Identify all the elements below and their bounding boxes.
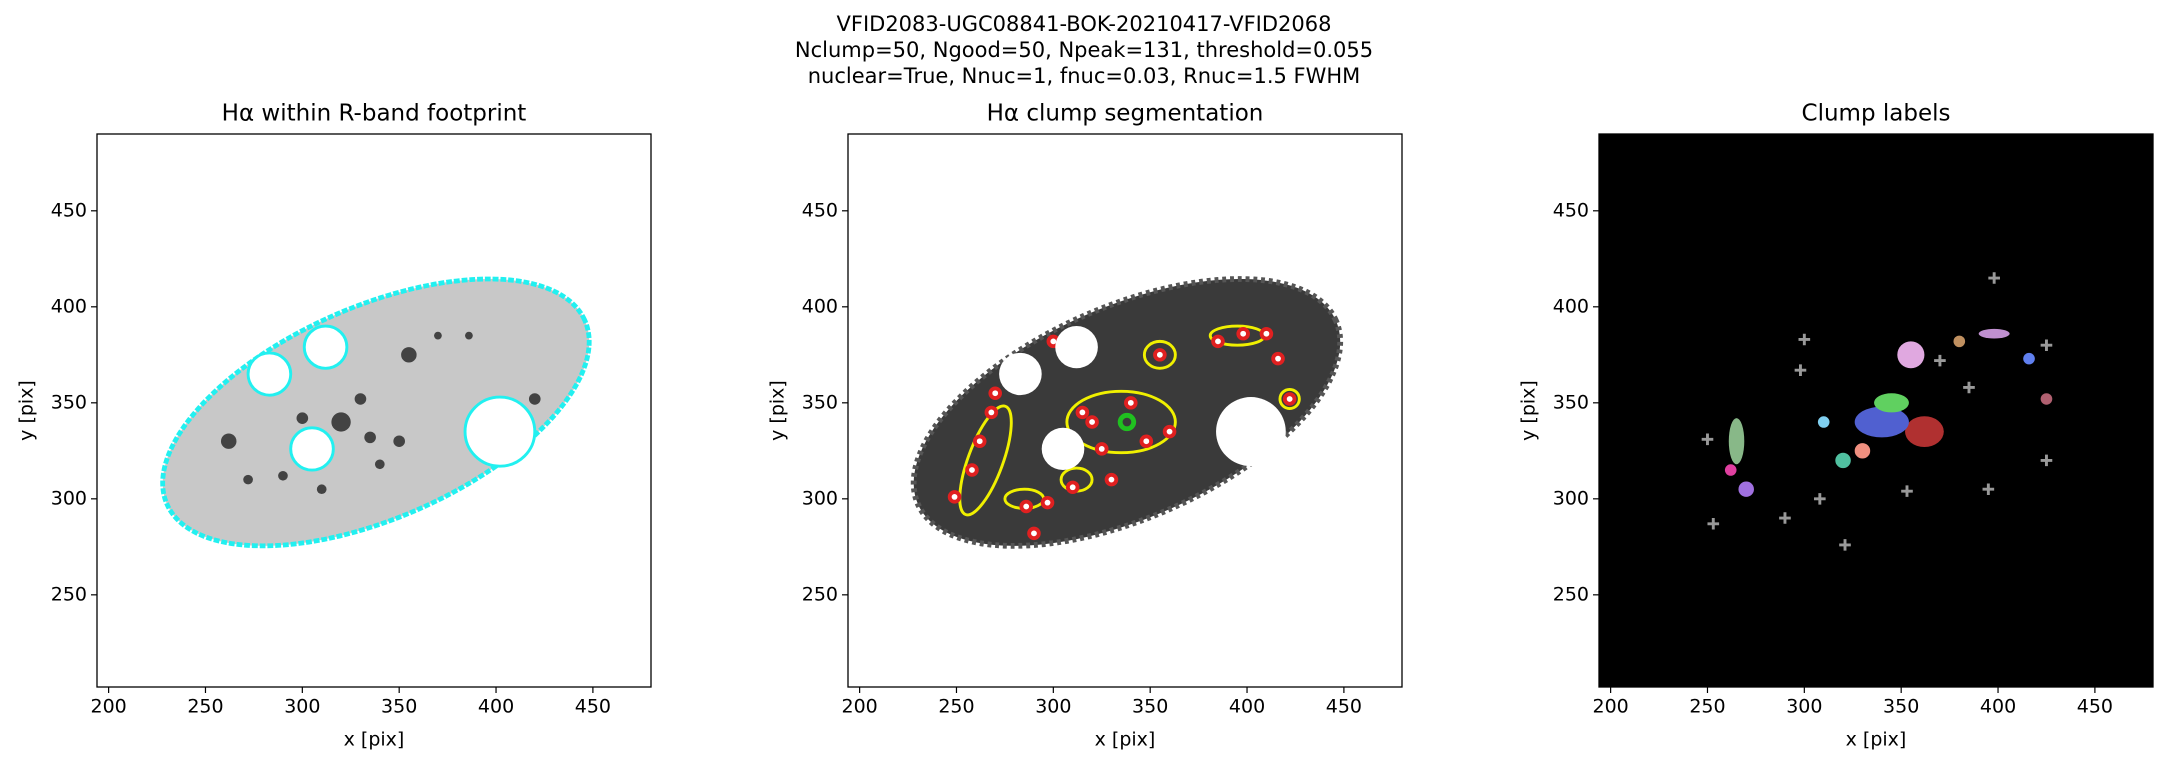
labels-image [1701, 272, 2053, 551]
x-tick-label: 400 [1980, 696, 2016, 718]
x-tick-label: 400 [478, 696, 514, 718]
x-tick-label: 350 [1883, 696, 1919, 718]
x-tick-label: 200 [1592, 696, 1628, 718]
y-tick-label: 450 [1553, 199, 1589, 221]
x-tick-label: 450 [1326, 696, 1362, 718]
axes-title: Hα clump segmentation [987, 101, 1264, 127]
x-tick-label: 350 [1132, 696, 1168, 718]
x-tick-label: 400 [1229, 696, 1265, 718]
axes-frame [847, 133, 1403, 688]
image-area [910, 276, 1344, 549]
y-tick-label: 400 [1553, 295, 1589, 317]
figure-title: VFID2083-UGC08841-BOK-20210417-VFID2068 [837, 12, 1332, 36]
x-tick-label: 300 [284, 696, 320, 718]
y-axis-label: y [pix] [767, 380, 789, 441]
axes-frame [1598, 133, 2154, 688]
y-tick-label: 350 [51, 391, 87, 413]
y-tick-label: 400 [51, 295, 87, 317]
y-tick-label: 350 [1553, 391, 1589, 413]
x-axis-label: x [pix] [1846, 729, 1907, 751]
y-tick-label: 300 [1553, 487, 1589, 509]
y-tick-label: 300 [51, 487, 87, 509]
x-tick-label: 250 [187, 696, 223, 718]
y-tick-label: 250 [1553, 583, 1589, 605]
y-tick-label: 300 [802, 487, 838, 509]
x-tick-label: 350 [381, 696, 417, 718]
x-axis-label: x [pix] [344, 729, 405, 751]
axes-title: Clump labels [1802, 101, 1951, 127]
x-tick-label: 450 [2077, 696, 2113, 718]
y-tick-label: 450 [51, 199, 87, 221]
x-tick-label: 450 [575, 696, 611, 718]
x-tick-label: 300 [1786, 696, 1822, 718]
figure-subtitle: nuclear=True, Nnuc=1, fnuc=0.03, Rnuc=1.… [808, 64, 1361, 88]
axes-title: Hα within R-band footprint [222, 101, 527, 127]
segmentation-image [910, 276, 1344, 549]
x-axis-label: x [pix] [1095, 729, 1156, 751]
y-tick-label: 400 [802, 295, 838, 317]
axes-frame [96, 133, 652, 688]
image-area [1599, 134, 2153, 687]
x-tick-label: 200 [841, 696, 877, 718]
y-tick-label: 450 [802, 199, 838, 221]
y-tick-label: 350 [802, 391, 838, 413]
x-tick-label: 200 [90, 696, 126, 718]
halpha-image [160, 276, 592, 549]
y-axis-label: y [pix] [16, 380, 38, 441]
image-area [160, 276, 592, 549]
y-tick-label: 250 [51, 583, 87, 605]
x-tick-label: 250 [938, 696, 974, 718]
figure-subtitle: Nclump=50, Ngood=50, Npeak=131, threshol… [795, 38, 1373, 62]
y-tick-label: 250 [802, 583, 838, 605]
x-tick-label: 250 [1689, 696, 1725, 718]
y-axis-label: y [pix] [1518, 380, 1540, 441]
x-tick-label: 300 [1035, 696, 1071, 718]
